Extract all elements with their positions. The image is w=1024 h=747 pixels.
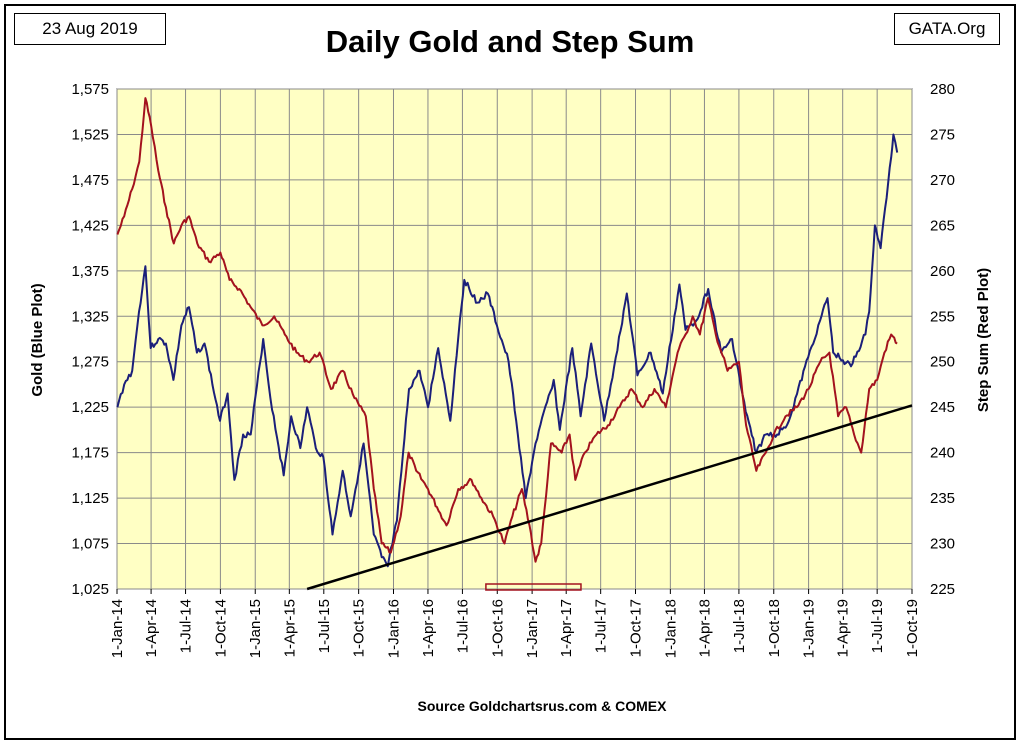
x-tick-label: 1-Jul-16 [454,599,471,653]
x-tick-label: 1-Oct-17 [628,599,645,657]
x-tick-label: 1-Jan-14 [109,599,126,658]
y-tick-label-left: 1,375 [71,263,109,280]
plot-area [116,88,913,590]
x-tick-label: 1-Apr-15 [281,599,298,657]
date-label: 23 Aug 2019 [14,13,166,45]
y-axis-label-left: Gold (Blue Plot) [29,283,46,396]
source-note: Source Goldchartsrus.com & COMEX [417,698,667,714]
y-tick-label-right: 265 [930,217,955,234]
y-tick-label-right: 260 [930,263,955,280]
y-tick-label-left: 1,525 [71,126,109,143]
source-tag: GATA.Org [894,13,1000,45]
x-tick-label: 1-Jan-17 [524,599,541,658]
annotation-box [485,583,582,591]
x-tick-label: 1-Oct-15 [351,599,368,657]
x-tick-label: 1-Apr-14 [143,599,160,657]
x-tick-label: 1-Jan-18 [662,599,679,658]
y-tick-label-left: 1,125 [71,490,109,507]
x-tick-label: 1-Jul-14 [178,599,195,653]
x-tick-label: 1-Apr-18 [696,599,713,657]
x-tick-label: 1-Oct-16 [489,599,506,657]
x-tick-label: 1-Oct-14 [212,599,229,657]
x-tick-label: 1-Apr-16 [420,599,437,657]
y-tick-label-right: 245 [930,399,955,416]
x-tick-label: 1-Oct-18 [766,599,783,657]
y-tick-label-left: 1,425 [71,217,109,234]
x-tick-label: 1-Jan-16 [385,599,402,658]
y-tick-label-right: 280 [930,81,955,98]
trend-line [306,404,913,591]
y-tick-label-right: 225 [930,581,955,598]
y-tick-label-left: 1,575 [71,81,109,98]
x-tick-label: 1-Apr-17 [558,599,575,657]
y-tick-label-right: 270 [930,172,955,189]
y-tick-label-right: 255 [930,308,955,325]
y-tick-label-left: 1,175 [71,445,109,462]
chart-title: Daily Gold and Step Sum [325,24,695,59]
y-tick-label-left: 1,025 [71,581,109,598]
x-tick-label: 1-Oct-19 [904,599,921,657]
y-tick-label-right: 230 [930,536,955,553]
gold-price-line [116,133,899,568]
x-tick-label: 1-Jan-19 [801,599,818,658]
x-tick-label: 1-Jul-15 [316,599,333,653]
y-tick-label-left: 1,475 [71,172,109,189]
y-tick-label-right: 235 [930,490,955,507]
x-tick-label: 1-Jan-15 [247,599,264,658]
y-tick-label-right: 275 [930,126,955,143]
x-tick-label: 1-Apr-19 [835,599,852,657]
step-sum-line [116,97,898,563]
y-tick-label-left: 1,075 [71,536,109,553]
x-tick-label: 1-Jul-19 [869,599,886,653]
y-tick-label-left: 1,275 [71,354,109,371]
x-tick-label: 1-Jul-17 [593,599,610,653]
x-tick-label: 1-Jul-18 [731,599,748,653]
y-tick-label-right: 250 [930,354,955,371]
y-axis-label-right: Step Sum (Red Plot) [975,268,992,412]
y-tick-label-left: 1,325 [71,308,109,325]
y-tick-label-right: 240 [930,445,955,462]
y-tick-label-left: 1,225 [71,399,109,416]
